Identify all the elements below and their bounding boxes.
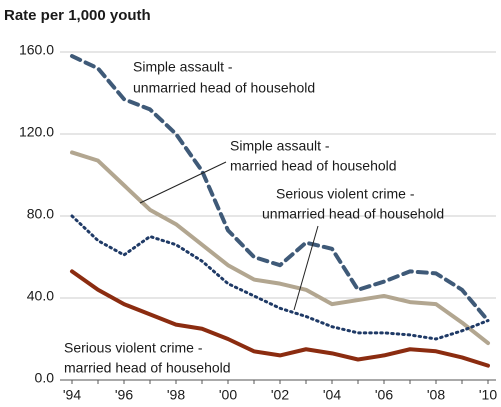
y-tick-label: 160.0 bbox=[19, 42, 54, 58]
series-line bbox=[70, 269, 490, 368]
chart-title: Rate per 1,000 youth bbox=[4, 7, 151, 24]
x-tick-label: '06 bbox=[375, 387, 393, 403]
y-tick-label: 120.0 bbox=[19, 124, 54, 140]
x-tick-label: '02 bbox=[271, 387, 289, 403]
annotation: Serious violent crime - bbox=[276, 186, 415, 202]
annotation: Serious violent crime - bbox=[64, 340, 203, 356]
leader-line bbox=[139, 161, 227, 204]
leader-line bbox=[293, 225, 319, 311]
x-tick-label: '08 bbox=[427, 387, 445, 403]
series-line bbox=[70, 150, 490, 346]
x-tick-label: '96 bbox=[115, 387, 133, 403]
x-tick-label: '98 bbox=[167, 387, 185, 403]
x-tick-label: '94 bbox=[63, 387, 81, 403]
grid: 0.0 40.0 80.0 120.0 160.0 '94 '96 '98 '00 '02 '04 '… bbox=[19, 42, 497, 403]
annotations: Simple assault - unmarried head of house… bbox=[64, 59, 444, 376]
annotation: married head of household bbox=[230, 158, 397, 174]
x-tick-label: '00 bbox=[219, 387, 237, 403]
annotation: Simple assault - bbox=[230, 138, 330, 154]
y-tick-label: 40.0 bbox=[27, 288, 54, 304]
annotation: unmarried head of household bbox=[133, 80, 315, 96]
series-line bbox=[70, 54, 490, 323]
y-tick-label: 80.0 bbox=[27, 206, 54, 222]
annotation: Simple assault - bbox=[133, 59, 233, 75]
x-tick-label: '04 bbox=[323, 387, 341, 403]
x-tick-label: '10 bbox=[479, 387, 497, 403]
annotation: unmarried head of household bbox=[262, 206, 444, 222]
lines bbox=[70, 54, 490, 368]
series-line bbox=[70, 214, 490, 341]
y-tick-label: 0.0 bbox=[35, 370, 55, 386]
annotation: married head of household bbox=[64, 360, 231, 376]
